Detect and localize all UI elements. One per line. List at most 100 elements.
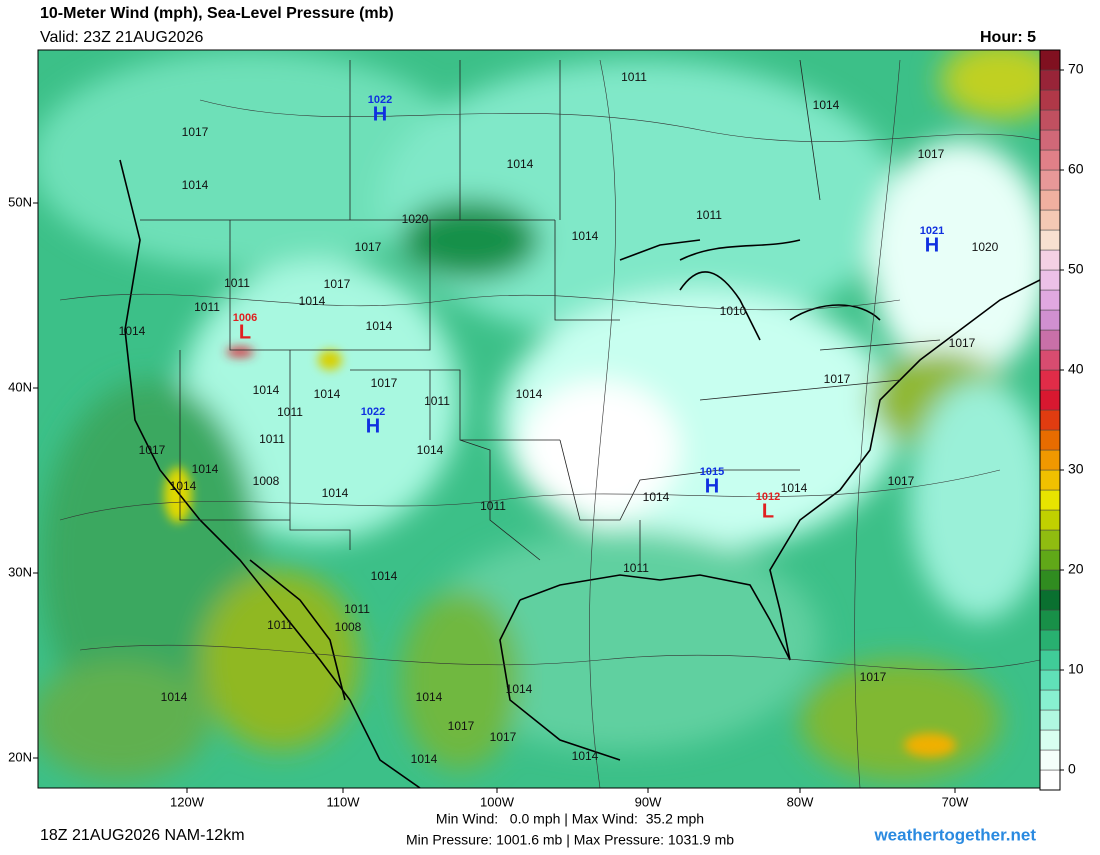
colorbar-bin <box>1039 629 1061 651</box>
lon-label: 100W <box>480 794 515 809</box>
stats: Min Pressure: 1001.6 mb | Max Pressure: … <box>406 832 734 848</box>
colorbar-bin <box>1039 69 1061 91</box>
lon-label: 70W <box>942 794 969 809</box>
colorbar-label: 40 <box>1068 361 1084 377</box>
colorbar-bin <box>1039 109 1061 131</box>
stats: Min Wind: 0.0 mph | Max Wind: 35.2 mph <box>436 811 704 827</box>
site: weathertogether.net <box>873 825 1036 844</box>
colorbar-bin <box>1039 729 1061 751</box>
isobar-label: 1014 <box>507 157 534 171</box>
lat-label: 30N <box>8 564 32 579</box>
lat-label: 20N <box>8 749 32 764</box>
isobar-label: 1017 <box>860 670 887 684</box>
colorbar-bin <box>1039 329 1061 351</box>
isobar-label: 1014 <box>371 569 398 583</box>
colorbar-bin <box>1039 229 1061 251</box>
colorbar-bin <box>1039 669 1061 691</box>
isobar-label: 1014 <box>643 490 670 504</box>
colorbar-bin <box>1039 289 1061 311</box>
isobar-label: 1014 <box>170 479 197 493</box>
isobar-label: 1017 <box>949 336 976 350</box>
isobar-label: 1014 <box>416 690 443 704</box>
colorbar-label: 60 <box>1068 161 1084 177</box>
model-run: 18Z 21AUG2026 NAM-12km <box>40 827 245 844</box>
isobar-label: 1017 <box>490 730 517 744</box>
center-symbol: H <box>373 103 387 125</box>
colorbar-bin <box>1039 509 1061 531</box>
center-value: 1022 <box>361 406 385 418</box>
center-value: 1021 <box>920 225 944 237</box>
isobar-label: 1011 <box>623 561 649 575</box>
isobar-label: 1014 <box>781 481 808 495</box>
isobar-label: 1011 <box>480 499 506 513</box>
colorbar-label: 0 <box>1068 761 1076 777</box>
isobar-label: 1017 <box>824 372 851 386</box>
isobar-label: 1014 <box>411 752 438 766</box>
colorbar-bin <box>1039 449 1061 471</box>
center-value: 1006 <box>233 312 257 324</box>
isobar-label: 1017 <box>888 474 915 488</box>
isobar-label: 1014 <box>119 324 146 338</box>
valid-time: Valid: 23Z 21AUG2026 <box>40 29 203 46</box>
lat-label: 40N <box>8 379 32 394</box>
colorbar-bin <box>1039 649 1061 671</box>
isobar-label: 1017 <box>182 125 209 139</box>
isobar-label: 1014 <box>299 294 326 308</box>
isobar-label: 1017 <box>355 240 382 254</box>
colorbar-bin <box>1039 489 1061 511</box>
colorbar-label: 30 <box>1068 461 1084 477</box>
colorbar-bin <box>1039 469 1061 491</box>
colorbar-bin <box>1039 169 1061 191</box>
colorbar-bin <box>1039 89 1061 111</box>
colorbar-bin <box>1039 209 1061 231</box>
colorbar-bin <box>1039 149 1061 171</box>
lon-label: 110W <box>327 794 361 809</box>
colorbar-bin <box>1039 609 1061 631</box>
colorbar-bin <box>1039 269 1061 291</box>
isobar-label: 1017 <box>448 719 475 733</box>
isobar-label: 1008 <box>335 620 362 634</box>
isobar-label: 1014 <box>516 387 543 401</box>
center-value: 1022 <box>368 94 392 106</box>
isobar-label: 1011 <box>696 208 722 222</box>
colorbar-bin <box>1039 569 1061 591</box>
colorbar-bin <box>1039 549 1061 571</box>
colorbar-bin <box>1039 189 1061 211</box>
colorbar-bin <box>1039 309 1061 331</box>
isobar-label: 1014 <box>572 749 599 763</box>
center-value: 1012 <box>756 491 780 503</box>
colorbar-bin <box>1039 249 1061 271</box>
colorbar-bin <box>1039 369 1061 391</box>
colorbar-label: 70 <box>1068 61 1084 77</box>
isobar-label: 1011 <box>224 276 250 290</box>
lon-label: 90W <box>635 794 662 809</box>
isobar-label: 1014 <box>506 682 533 696</box>
isobar-label: 1014 <box>161 690 188 704</box>
center-symbol: H <box>705 475 719 497</box>
isobar-label: 1014 <box>314 387 341 401</box>
isobar-label: 1014 <box>253 383 280 397</box>
center-symbol: L <box>239 321 251 343</box>
colorbar-bin <box>1039 749 1061 771</box>
isobar-label: 1010 <box>720 304 747 318</box>
isobar-label: 1017 <box>371 376 398 390</box>
colorbar-bin <box>1039 709 1061 731</box>
isobar-label: 1011 <box>194 300 220 314</box>
center-symbol: H <box>925 234 939 256</box>
isobar-label: 1017 <box>139 443 166 457</box>
isobar-label: 1014 <box>366 319 393 333</box>
isobar-label: 1011 <box>621 70 647 84</box>
center-symbol: H <box>366 415 380 437</box>
colorbar-bin <box>1039 389 1061 411</box>
colorbar-bin <box>1039 429 1061 451</box>
isobar-label: 1011 <box>267 618 293 632</box>
isobar-label: 1017 <box>918 147 945 161</box>
colorbar-bin <box>1039 349 1061 371</box>
isobar-label: 1017 <box>324 277 351 291</box>
isobar-label: 1014 <box>182 178 209 192</box>
center-value: 1015 <box>700 466 724 478</box>
isobar-label: 1011 <box>424 394 450 408</box>
map: 1011 1014 1017 1017 1014 1014 1011 1020 1014 1017… <box>38 50 1040 788</box>
isobar-label: 1008 <box>253 474 280 488</box>
